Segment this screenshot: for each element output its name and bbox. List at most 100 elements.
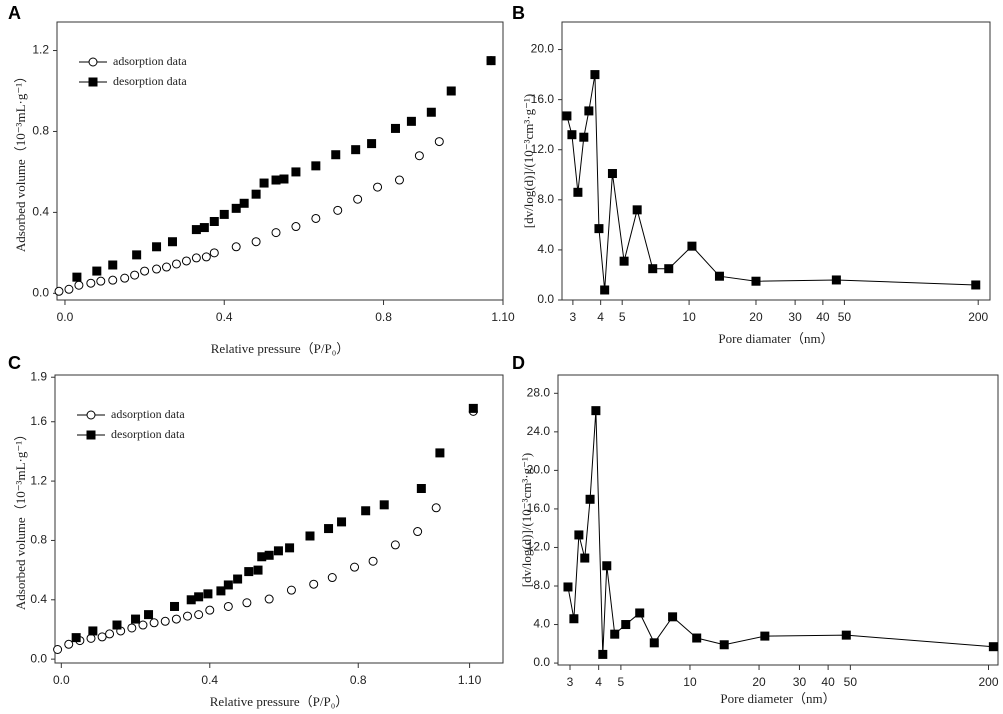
data-point [233,574,243,584]
panel: A 0.0 0.4 0.8 1.10 0.0 0.4 0.8 1.2 Relative press… [8,3,515,356]
data-point [580,553,590,563]
x-tick-label: 40 [821,675,835,689]
data-point [602,561,612,571]
data-point [431,503,441,513]
panel: B 3 4 5 10 20 30 40 50 200 0.0 4.0 8.0 12.0 16.0 20.0 Po… [512,3,991,346]
data-point [714,271,724,281]
data-point [285,543,295,553]
x-tick-label: 10 [683,675,697,689]
data-point [486,56,496,66]
x-tick-label: 0.0 [53,673,70,687]
data-point [309,579,319,589]
data-point [251,189,261,199]
data-point [64,639,74,649]
y-axis-label: Adsorbed volume（10⁻³mL·g⁻¹） [13,70,28,252]
plot-frame [54,374,504,664]
data-point [584,106,594,116]
data-point [574,530,584,540]
data-point [259,178,269,188]
data-point [379,500,389,510]
x-tick-label: 0.8 [375,310,392,324]
y-axis-label: [dv/log(d)]/(10⁻³cm³·g⁻¹) [519,453,534,587]
y-tick-label: 1.6 [30,414,47,428]
data-point [361,506,371,516]
data-point [201,252,211,262]
y-tick-label: 0.4 [32,205,49,219]
data-point [223,601,233,611]
data-point [468,403,478,413]
panel: C 0.0 0.4 0.8 1.10 0.0 0.4 0.8 1.2 1.6 1.9 Relative… [8,353,504,709]
data-point [264,550,274,560]
data-point [664,264,674,274]
data-point [167,237,177,247]
y-tick-label: 16.0 [527,501,551,515]
legend-label: adsorption data [113,54,187,68]
panel-label: B [512,3,525,23]
data-point [223,580,233,590]
data-point [138,620,148,630]
data-point [333,205,343,215]
x-tick-label: 3 [570,310,577,324]
x-tick-label: 1.10 [491,310,515,324]
data-point [186,595,196,605]
data-point [414,151,424,161]
plot-frame [561,21,991,301]
data-point [632,205,642,215]
data-point [71,633,81,643]
x-tick-label: 20 [752,675,766,689]
data-point [54,286,64,296]
y-tick-label: 12.0 [531,142,555,156]
data-point [239,198,249,208]
data-point [183,611,193,621]
data-point [152,264,162,274]
data-point [96,276,106,286]
legend-marker [88,57,98,67]
data-point [112,620,122,630]
y-tick-label: 1.2 [30,473,47,487]
x-tick-label: 0.8 [350,673,367,687]
data-point [751,276,761,286]
data-point [244,567,254,577]
y-tick-label: 0.0 [30,651,47,665]
data-point [719,640,729,650]
plot-frame [557,374,999,666]
data-point [291,222,301,232]
y-tick-label: 20.0 [531,42,555,56]
data-point [253,565,263,575]
data-point [194,610,204,620]
data-point [209,216,219,226]
data-point [203,589,213,599]
x-tick-label: 30 [788,310,802,324]
data-point [760,631,770,641]
data-point [635,608,645,618]
data-point [579,132,589,142]
data-point [971,280,981,290]
y-tick-label: 0.0 [32,285,49,299]
data-point [131,614,141,624]
plot-frame [56,21,504,301]
data-point [199,223,209,233]
data-point [271,228,281,238]
data-point [337,517,347,527]
data-point [219,209,229,219]
data-point [607,169,617,179]
panel-label: A [8,3,21,23]
y-tick-label: 0.8 [30,533,47,547]
data-point [171,614,181,624]
data-point [74,280,84,290]
data-point [394,175,404,185]
data-line [567,410,994,655]
y-tick-label: 12.0 [527,540,551,554]
data-point [416,484,426,494]
data-point [590,70,600,80]
x-tick-label: 5 [618,675,625,689]
x-tick-label: 200 [978,675,998,689]
data-point [231,203,241,213]
legend-marker [86,410,96,420]
data-point [353,194,363,204]
data-point [327,573,337,583]
data-point [373,182,383,192]
y-tick-label: 16.0 [531,92,555,106]
data-point [257,552,267,562]
